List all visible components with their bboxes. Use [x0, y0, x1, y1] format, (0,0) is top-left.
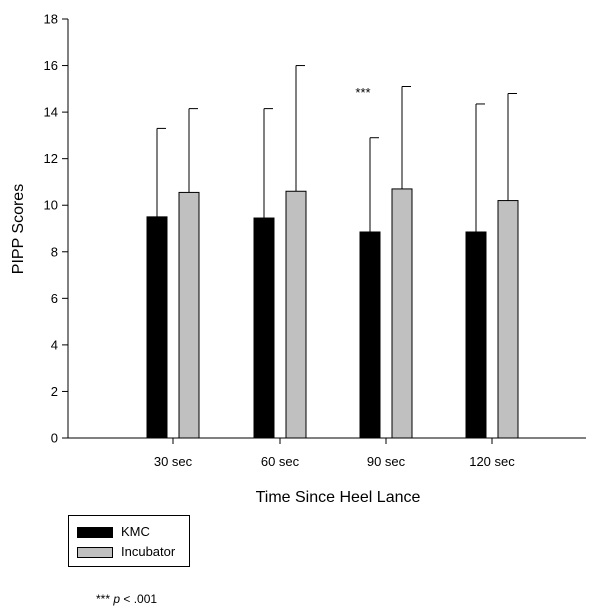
legend-label-incubator: Incubator: [121, 544, 176, 559]
y-tick-label: 8: [51, 244, 58, 259]
y-tick-label: 10: [44, 198, 58, 213]
legend-swatch-incubator: [77, 546, 113, 558]
bar-kmc: [146, 216, 168, 439]
x-tick-label: 90 sec: [367, 454, 406, 469]
y-tick-label: 18: [44, 12, 58, 27]
bar-kmc: [359, 231, 381, 439]
y-tick-label: 4: [51, 337, 58, 352]
x-tick-label: 60 sec: [261, 454, 300, 469]
y-tick-label: 2: [51, 384, 58, 399]
x-tick-label: 30 sec: [154, 454, 193, 469]
bar-incubator: [497, 200, 519, 439]
significance-footnote: *** p < .001: [96, 592, 157, 606]
y-axis-title: PIPP Scores: [10, 184, 27, 274]
y-tick-label: 12: [44, 151, 58, 166]
legend-label-kmc: KMC: [121, 524, 150, 539]
annotations: ***: [355, 85, 370, 100]
y-tick-label: 6: [51, 291, 58, 306]
y-tick-label: 14: [44, 105, 58, 120]
legend: KMC Incubator: [68, 515, 190, 567]
bars: [146, 65, 519, 439]
footnote-threshold: < .001: [120, 592, 158, 606]
significance-marker: ***: [355, 85, 370, 100]
bar-kmc: [465, 231, 487, 439]
legend-item-kmc: KMC: [77, 525, 150, 539]
footnote-stars: ***: [96, 592, 111, 606]
bar-incubator: [178, 191, 200, 439]
legend-item-incubator: Incubator: [77, 545, 175, 559]
footnote-p: p: [113, 592, 121, 606]
x-axis: 30 sec 60 sec 90 sec 120 sec: [68, 437, 586, 469]
bar-incubator: [285, 190, 307, 439]
bar-incubator: [391, 188, 413, 439]
legend-swatch-kmc: [77, 526, 113, 538]
y-tick-label: 0: [51, 431, 58, 446]
x-axis-title: Time Since Heel Lance: [256, 489, 421, 506]
y-axis: 0 2 4 6 8 10 12 14 16 18: [44, 12, 69, 446]
y-tick-label: 16: [44, 58, 58, 73]
x-tick-label: 120 sec: [469, 454, 515, 469]
bar-kmc: [253, 217, 275, 439]
